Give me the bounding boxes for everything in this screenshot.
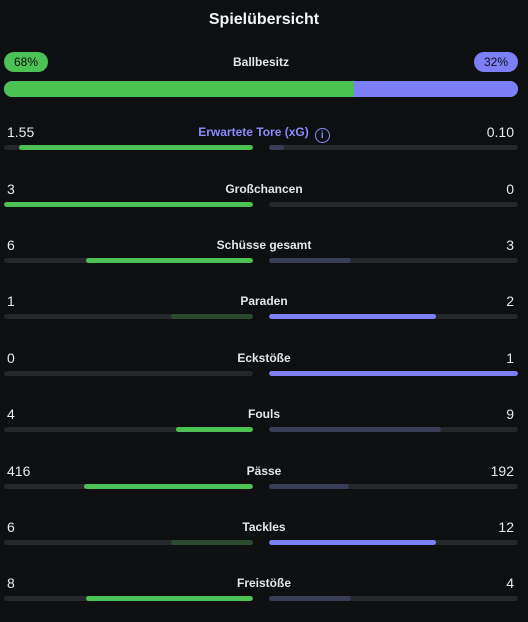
stat-label: Eckstöße — [0, 349, 528, 367]
stat-home-track — [4, 596, 253, 601]
stat-home-track — [4, 371, 253, 376]
stat-home-value: 4 — [7, 406, 15, 422]
stat-away-track — [269, 258, 518, 263]
stat-label: Paraden — [0, 292, 528, 310]
stat-label: Schüsse gesamt — [0, 236, 528, 254]
stat-away-track — [269, 371, 518, 376]
stat-home-fill — [4, 202, 253, 207]
stat-home-track — [4, 427, 253, 432]
stat-away-value: 3 — [506, 237, 514, 253]
stat-away-value: 0.10 — [486, 124, 514, 140]
stat-home-fill — [83, 484, 253, 489]
stat-label-text: Paraden — [240, 294, 288, 308]
stat-away-track — [269, 202, 518, 207]
stat-label: Pässe — [0, 462, 528, 480]
stat-label-text: Eckstöße — [237, 351, 291, 365]
stat-away-value: 4 — [506, 575, 514, 591]
possession-home-fill — [4, 81, 354, 97]
possession-label: Ballbesitz — [232, 55, 289, 69]
stat-row: 8 Freistöße 4 — [0, 574, 528, 614]
stat-away-track — [269, 484, 518, 489]
stat-row: 416 Pässe 192 — [0, 462, 528, 502]
possession-bar — [4, 81, 518, 97]
stat-away-track — [269, 427, 518, 432]
stat-away-fill — [269, 145, 284, 150]
stat-away-fill — [269, 596, 352, 601]
stat-home-track — [4, 314, 253, 319]
stat-home-value: 6 — [7, 519, 15, 535]
possession-away-badge: 32% — [473, 52, 518, 72]
stat-home-fill — [18, 145, 253, 150]
stat-home-fill — [170, 540, 253, 545]
stat-away-track — [269, 596, 518, 601]
stat-away-value: 1 — [506, 350, 514, 366]
stat-row: 1 Paraden 2 — [0, 292, 528, 332]
stat-label-text: Tackles — [242, 520, 286, 534]
panel-title: Spielübersicht — [208, 11, 320, 28]
stat-away-fill — [269, 371, 518, 376]
stat-row: 6 Schüsse gesamt 3 — [0, 236, 528, 276]
stat-row: 3 Großchancen 0 — [0, 180, 528, 220]
stat-away-value: 192 — [490, 463, 514, 479]
stat-away-fill — [269, 314, 436, 319]
stat-label: Großchancen — [0, 180, 528, 198]
stat-home-track — [4, 258, 253, 263]
info-icon[interactable]: i — [314, 128, 330, 143]
stat-away-value: 12 — [498, 519, 514, 535]
stat-row: 6 Tackles 12 — [0, 518, 528, 558]
possession-row: 68% Ballbesitz 32% — [4, 52, 518, 74]
stat-away-fill — [269, 427, 441, 432]
stat-away-track — [269, 145, 518, 150]
stat-home-value: 6 — [7, 237, 15, 253]
stat-label-text: Fouls — [248, 407, 280, 421]
stat-away-value: 0 — [506, 181, 514, 197]
stat-home-fill — [170, 314, 253, 319]
stat-away-fill — [269, 484, 349, 489]
stat-away-fill — [269, 540, 436, 545]
stat-away-value: 9 — [506, 406, 514, 422]
stat-label-text: Großchancen — [225, 182, 303, 196]
stat-home-value: 8 — [7, 575, 15, 591]
stat-label-text: Freistöße — [236, 576, 291, 590]
stat-label: Fouls — [0, 405, 528, 423]
stat-home-fill — [86, 258, 253, 263]
stat-row: 1.55 Erwartete Tore (xG) i 0.10 — [0, 123, 528, 163]
stat-home-value: 1 — [7, 293, 15, 309]
stat-away-track — [269, 540, 518, 545]
stat-row: 4 Fouls 9 — [0, 405, 528, 445]
stat-label[interactable]: Erwartete Tore (xG) i — [0, 123, 528, 143]
stat-label: Freistöße — [0, 574, 528, 592]
stat-home-value: 3 — [7, 181, 15, 197]
stat-away-fill — [269, 258, 352, 263]
stat-home-fill — [86, 596, 253, 601]
stat-label: Tackles — [0, 518, 528, 536]
stat-row: 0 Eckstöße 1 — [0, 349, 528, 389]
stat-home-value: 1.55 — [7, 124, 35, 140]
stat-home-fill — [175, 427, 253, 432]
stat-away-value: 2 — [506, 293, 514, 309]
stat-home-track — [4, 540, 253, 545]
stat-home-value: 416 — [7, 463, 31, 479]
stat-label-text: Schüsse gesamt — [216, 238, 312, 252]
stat-label-text: Pässe — [246, 464, 282, 478]
stat-label-text: Erwartete Tore (xG) — [198, 125, 309, 139]
stat-home-value: 0 — [7, 350, 15, 366]
stat-home-track — [4, 202, 253, 207]
stat-away-track — [269, 314, 518, 319]
stat-home-track — [4, 484, 253, 489]
possession-away-fill — [353, 81, 518, 97]
stat-home-track — [4, 145, 253, 150]
possession-home-badge: 68% — [4, 52, 49, 72]
